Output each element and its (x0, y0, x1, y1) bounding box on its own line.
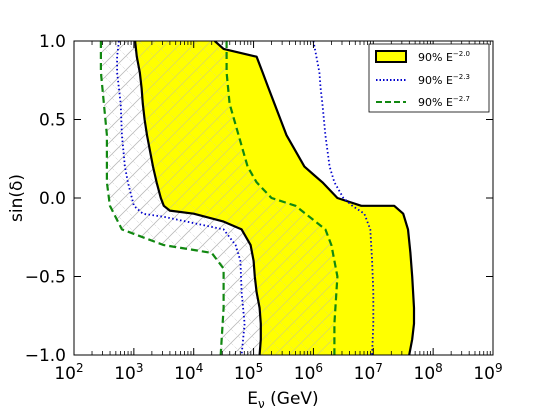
x-axis-label: Eν (GeV) (247, 389, 318, 411)
contour-e27-right (225, 41, 339, 355)
legend-label-e20: 90% E−2.0 (418, 50, 470, 64)
y-tick-labels: 1.0 0.5 0.0 −0.5 −1.0 (25, 32, 66, 366)
hatch-overlay-e27 (100, 41, 338, 355)
x-tick-label: 107 (354, 361, 383, 384)
contour-e23-right (312, 41, 375, 355)
y-axis-label: sin(δ) (7, 174, 27, 222)
x-tick-label: 108 (414, 361, 443, 384)
contour-e20-right (213, 41, 416, 355)
legend: 90% E−2.0 90% E−2.3 90% E−2.7 (368, 43, 490, 113)
contour-e20-left (134, 41, 262, 355)
legend-label-e23: 90% E−2.3 (418, 73, 470, 87)
contour-e23-left (116, 41, 246, 355)
y-tick-label: 0.0 (39, 189, 66, 209)
legend-swatch-e20 (375, 50, 407, 63)
x-tick-label: 109 (473, 361, 502, 384)
x-tick-label: 103 (114, 361, 143, 384)
y-tick-label: 1.0 (39, 32, 66, 52)
contour-e27-left (99, 41, 225, 355)
x-tick-label: 105 (234, 361, 263, 384)
contour-lines (99, 41, 416, 355)
y-tick-label: −1.0 (25, 346, 66, 366)
x-tick-label: 104 (174, 361, 203, 384)
x-tick-label: 102 (54, 361, 83, 384)
legend-label-e27: 90% E−2.7 (418, 95, 470, 109)
y-tick-label: −0.5 (25, 268, 66, 288)
y-tick-label: 0.5 (39, 111, 66, 131)
x-tick-label: 106 (294, 361, 323, 384)
x-tick-labels: 102 103 104 105 106 107 108 109 (54, 361, 502, 384)
